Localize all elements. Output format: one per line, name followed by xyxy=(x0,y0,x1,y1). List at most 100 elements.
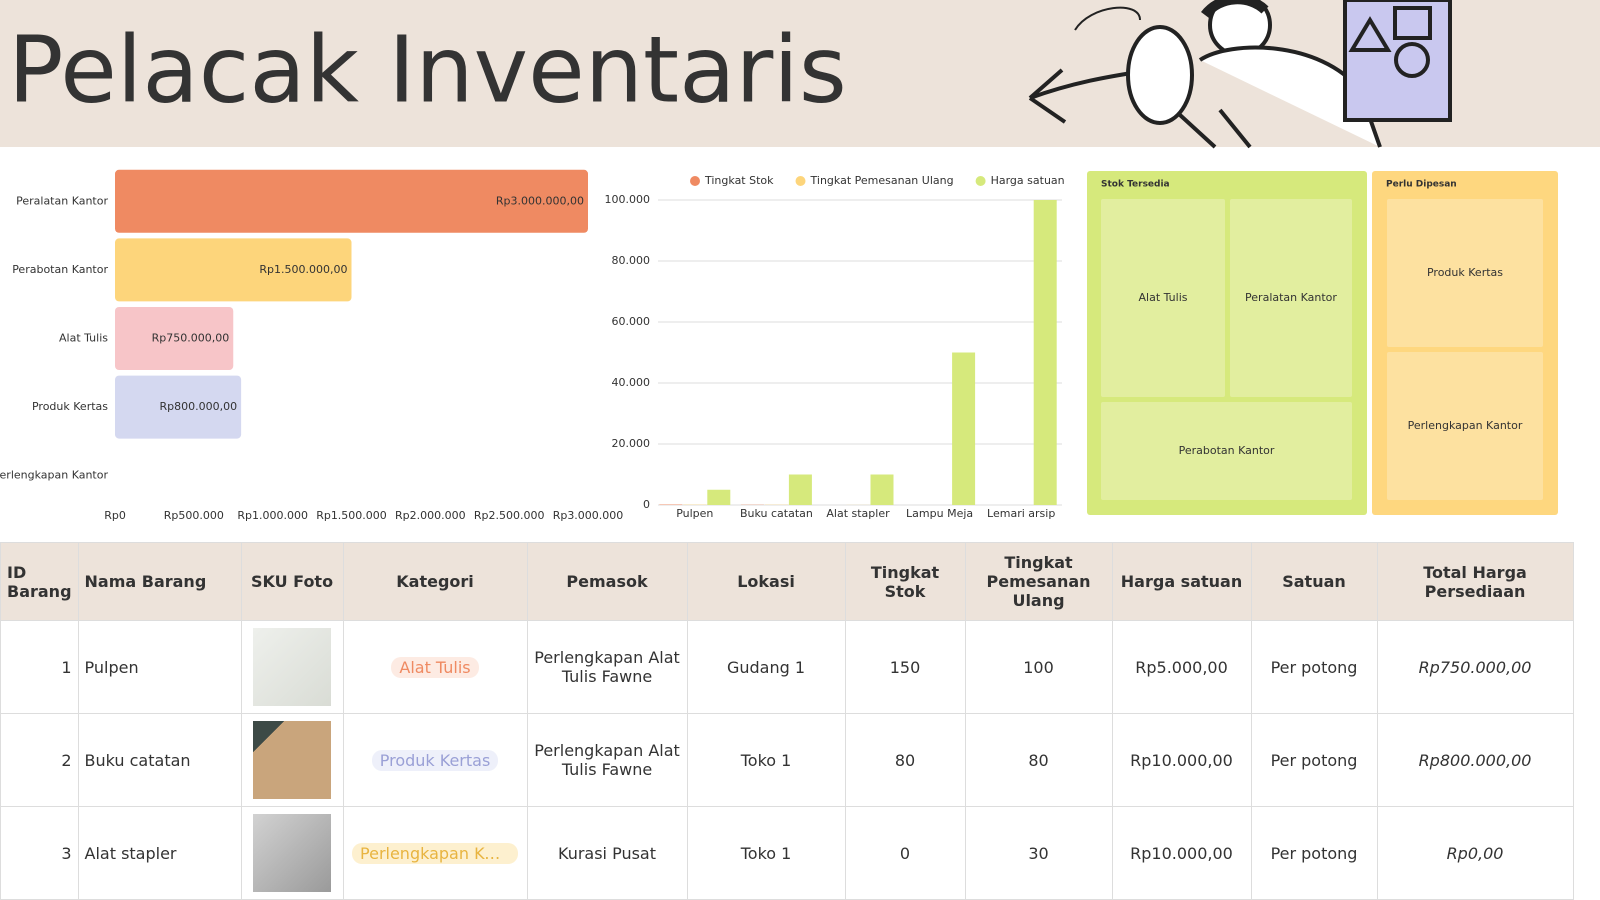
cell-supplier: Kurasi Pusat xyxy=(526,806,688,900)
y-tick-label: Produk Kertas xyxy=(32,400,108,413)
cell-reorder: 80 xyxy=(964,713,1113,807)
treemap-cell xyxy=(1101,199,1225,397)
category-chip[interactable]: Alat Tulis xyxy=(391,656,479,678)
treemap-group-label: Perlu Dipesan xyxy=(1386,180,1457,190)
treemap-group-label: Stok Tersedia xyxy=(1101,180,1170,190)
y-tick-label: 80.000 xyxy=(612,254,651,267)
column-header: Harga satuan xyxy=(1111,542,1252,621)
cell-photo xyxy=(240,620,344,714)
cell-stock: 150 xyxy=(844,620,966,714)
cell-id: 3 xyxy=(0,806,79,900)
cell-name: Pulpen xyxy=(77,620,242,714)
column-header: Pemasok xyxy=(526,542,688,621)
table-row: 1 Pulpen Alat Tulis Perlengkapan Alat Tulis… xyxy=(0,620,1574,714)
cell-photo xyxy=(240,806,344,900)
x-tick-label: Rp1.500.000 xyxy=(316,509,387,522)
legend-swatch xyxy=(795,176,806,186)
y-tick-label: 60.000 xyxy=(612,315,651,328)
cell-id: 2 xyxy=(0,713,79,807)
cell-location: Gudang 1 xyxy=(686,620,846,714)
total-value: Rp750.000,00 xyxy=(1418,657,1532,677)
cell-supplier: Perlengkapan Alat Tulis Fawne xyxy=(526,620,688,714)
cell-id: 1 xyxy=(0,620,79,714)
cell-stock: 0 xyxy=(844,806,966,900)
y-tick-label: 40.000 xyxy=(612,376,651,389)
y-tick-label: 100.000 xyxy=(605,193,651,206)
sku-photo xyxy=(253,628,332,706)
treemap-cell-label: Perabotan Kantor xyxy=(1179,444,1275,457)
cell-reorder: 30 xyxy=(964,806,1113,900)
x-tick-label: Rp3.000.000 xyxy=(553,509,624,522)
cell-category: Alat Tulis xyxy=(342,620,528,714)
x-tick-label: Rp0 xyxy=(104,509,126,522)
table-row: 3 Alat stapler Perlengkapan Kantor Kurasi P… xyxy=(0,806,1574,900)
cell-price: Rp5.000,00 xyxy=(1111,620,1252,714)
total-value: Rp800.000,00 xyxy=(1418,750,1532,770)
illustration xyxy=(1028,0,1452,149)
cell-supplier: Perlengkapan Alat Tulis Fawne xyxy=(526,713,688,807)
cell-category: Perlengkapan Kantor xyxy=(342,806,528,900)
column-header: Tingkat Pemesanan Ulang xyxy=(964,542,1113,621)
bar xyxy=(115,238,352,302)
y-tick-label: Perlengkapan Kantor xyxy=(0,469,108,482)
treemap-cell-label: Alat Tulis xyxy=(1139,291,1188,304)
column-header: SKU Foto xyxy=(240,542,344,621)
legend-label: Tingkat Pemesanan Ulang xyxy=(810,174,954,187)
cell-photo xyxy=(240,713,344,807)
treemap-cell xyxy=(1387,199,1543,347)
column-header: Tingkat Stok xyxy=(844,542,966,621)
cell-unit: Per potong xyxy=(1250,620,1378,714)
bar xyxy=(870,474,894,505)
cell-total: Rp800.000,00 xyxy=(1376,713,1574,807)
treemap-cell xyxy=(1230,199,1352,397)
column-header: Nama Barang xyxy=(77,542,242,621)
legend-label: Harga satuan xyxy=(991,174,1065,187)
sku-photo xyxy=(253,814,332,892)
y-tick-label: Peralatan Kantor xyxy=(16,194,108,207)
cell-unit: Per potong xyxy=(1250,806,1378,900)
total-value: Rp0,00 xyxy=(1446,843,1504,863)
bar xyxy=(115,307,234,370)
column-header: ID Barang xyxy=(0,542,79,621)
treemap-cell xyxy=(1101,402,1352,500)
x-tick-label: Rp2.500.000 xyxy=(474,509,545,522)
y-tick-label: Perabotan Kantor xyxy=(12,263,108,276)
bar xyxy=(788,474,812,505)
value-label: Rp750.000,00 xyxy=(152,332,230,345)
column-header: Total Harga Persediaan xyxy=(1376,542,1574,621)
cell-price: Rp10.000,00 xyxy=(1111,806,1252,900)
y-tick-label: 0 xyxy=(643,498,650,511)
cell-reorder: 100 xyxy=(964,620,1113,714)
cell-stock: 80 xyxy=(844,713,966,807)
column-header: Satuan xyxy=(1250,542,1378,621)
cell-price: Rp10.000,00 xyxy=(1111,713,1252,807)
x-tick-label: Rp1.000.000 xyxy=(237,509,308,522)
cell-total: Rp0,00 xyxy=(1376,806,1574,900)
cell-location: Toko 1 xyxy=(686,806,846,900)
inventory-table: ID Barang Nama Barang SKU Foto Kategori Pema… xyxy=(0,542,1574,900)
x-tick-label: Lemari arsip xyxy=(987,507,1055,520)
y-tick-label: Alat Tulis xyxy=(59,332,108,345)
category-chip[interactable]: Perlengkapan Kantor xyxy=(352,842,519,864)
x-tick-label: Lampu Meja xyxy=(906,507,973,520)
sku-photo xyxy=(253,721,332,799)
bar xyxy=(115,375,242,439)
x-tick-label: Pulpen xyxy=(676,507,713,520)
x-tick-label: Alat stapler xyxy=(826,507,890,520)
y-tick-label: 20.000 xyxy=(612,437,651,450)
bar xyxy=(1033,200,1057,505)
cell-category: Produk Kertas xyxy=(342,713,528,807)
cell-unit: Per potong xyxy=(1250,713,1378,807)
column-header: Kategori xyxy=(342,542,528,621)
bar xyxy=(952,352,976,505)
cell-name: Buku catatan xyxy=(77,713,242,807)
x-tick-label: Rp500.000 xyxy=(164,509,224,522)
value-label: Rp1.500.000,00 xyxy=(259,263,347,276)
treemap-cell-label: Perlengkapan Kantor xyxy=(1408,419,1523,432)
category-chip[interactable]: Produk Kertas xyxy=(371,749,499,771)
value-label: Rp800.000,00 xyxy=(160,400,238,413)
x-tick-label: Rp2.000.000 xyxy=(395,509,466,522)
legend-swatch xyxy=(690,176,700,186)
legend-label: Tingkat Stok xyxy=(704,174,774,187)
